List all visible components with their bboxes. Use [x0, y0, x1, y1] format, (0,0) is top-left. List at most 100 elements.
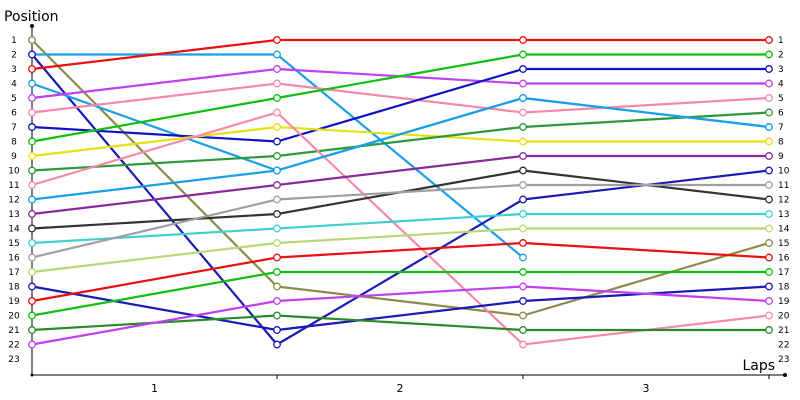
- right-tick-label: 2: [778, 51, 784, 61]
- series-point: [519, 166, 527, 175]
- series-point: [765, 65, 773, 73]
- right-tick-label: 18: [778, 283, 790, 293]
- series-point: [273, 224, 281, 233]
- series-point: [765, 36, 773, 44]
- series-point: [765, 181, 773, 189]
- y-tick-label: 11: [8, 181, 19, 191]
- y-tick-label: 4: [11, 80, 17, 90]
- series-point: [28, 65, 36, 73]
- series-point: [28, 181, 36, 189]
- right-tick-label: 9: [778, 152, 784, 162]
- series-point: [273, 239, 281, 247]
- x-tick-label: 1: [151, 382, 158, 395]
- y-axis-arrow-marker: [30, 24, 34, 28]
- series-point: [28, 253, 36, 262]
- series-point: [273, 195, 281, 204]
- right-tick-label: 23: [778, 355, 789, 365]
- series-point: [28, 50, 36, 59]
- right-tick-label: 11: [778, 181, 789, 191]
- y-tick-label: 6: [11, 109, 17, 119]
- series-point: [519, 152, 527, 160]
- right-tick-label: 16: [778, 254, 790, 264]
- series-point: [765, 268, 773, 276]
- series-point: [519, 65, 527, 73]
- series-point: [765, 50, 773, 59]
- right-tick-label: 12: [778, 196, 789, 206]
- right-tick-label: 14: [778, 225, 790, 235]
- y-tick-label: 10: [8, 167, 20, 177]
- series-point: [519, 253, 527, 262]
- y-tick-label: 16: [8, 254, 20, 264]
- series-point: [28, 152, 36, 160]
- y-tick-label: 21: [8, 326, 19, 336]
- right-tick-label: 17: [778, 268, 789, 278]
- right-tick-label: 1: [778, 36, 784, 46]
- series-line: [31, 241, 770, 303]
- y-tick-label: 5: [11, 94, 17, 104]
- axis-origin-marker: [30, 373, 34, 377]
- series-point: [273, 65, 281, 73]
- series-point: [519, 297, 527, 305]
- right-tick-label: 21: [778, 326, 789, 336]
- right-tick-label: 10: [778, 167, 790, 177]
- series-point: [519, 181, 527, 189]
- series-point: [28, 340, 36, 349]
- series-line: [31, 67, 769, 100]
- series-point: [28, 36, 36, 44]
- series-point: [273, 79, 281, 88]
- series-line: [31, 53, 769, 143]
- series-point: [519, 50, 527, 59]
- x-axis-arrow-marker: [783, 373, 787, 377]
- series-point: [273, 137, 281, 146]
- y-tick-label: 19: [8, 297, 20, 307]
- series-point: [273, 123, 281, 131]
- series-point: [28, 326, 36, 334]
- series-point: [519, 195, 527, 204]
- y-tick-label: 15: [8, 239, 19, 249]
- series-line: [31, 67, 769, 143]
- right-tick-label: 5: [778, 94, 784, 104]
- series-point: [28, 224, 36, 233]
- series-point: [519, 36, 527, 44]
- series-point: [765, 311, 773, 320]
- series-point: [519, 94, 527, 102]
- series-point: [519, 123, 527, 131]
- series-point: [765, 210, 773, 218]
- series-point: [765, 108, 773, 117]
- y-tick-label: 8: [11, 138, 17, 148]
- series-point: [519, 326, 527, 334]
- right-tick-label: 7: [778, 123, 784, 133]
- right-tick-label: 15: [778, 239, 789, 249]
- y-tick-label: 23: [8, 355, 19, 365]
- series-point: [28, 108, 36, 117]
- y-tick-label: 22: [8, 341, 19, 351]
- series-point: [765, 137, 773, 146]
- series-point: [519, 239, 527, 247]
- series-point: [273, 297, 281, 305]
- x-tick-label: 2: [397, 382, 404, 395]
- series-point: [519, 224, 527, 233]
- series-point: [273, 340, 281, 349]
- right-tick-label: 19: [778, 297, 790, 307]
- series-line: [31, 169, 770, 230]
- series-line: [31, 82, 770, 114]
- series-point: [765, 297, 773, 305]
- series-point: [765, 239, 773, 247]
- series-point: [273, 253, 281, 262]
- series-point: [519, 340, 527, 349]
- right-tick-label: 8: [778, 138, 784, 148]
- series-line: [31, 270, 769, 317]
- series-point: [28, 94, 36, 102]
- y-tick-label: 13: [8, 210, 19, 220]
- series-point: [28, 79, 36, 88]
- series-point: [765, 152, 773, 160]
- series-point: [765, 94, 773, 102]
- series-point: [28, 123, 36, 131]
- series-point: [28, 195, 36, 204]
- series-line: [31, 111, 770, 172]
- right-tick-label: 22: [778, 341, 789, 351]
- series-line: [31, 96, 770, 201]
- y-tick-label: 9: [11, 152, 17, 162]
- series-point: [273, 181, 281, 189]
